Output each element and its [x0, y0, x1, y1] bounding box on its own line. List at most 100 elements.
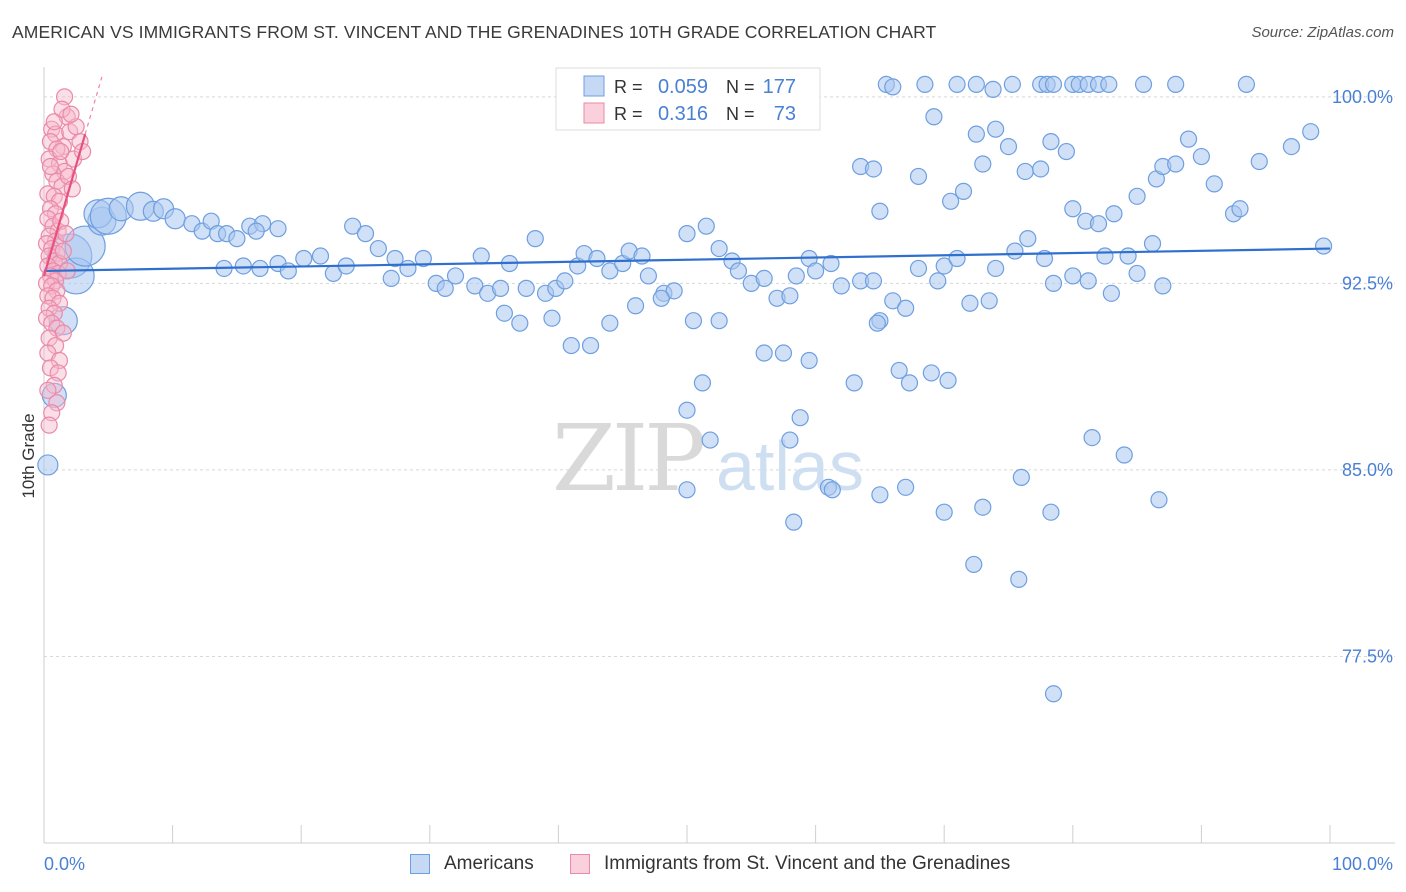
- american-point: [900, 374, 919, 392]
- legend-item-americans[interactable]: Americans: [410, 853, 534, 875]
- immigrant-point: [57, 225, 75, 243]
- american-point: [868, 314, 886, 332]
- american-point: [1010, 570, 1028, 588]
- american-point: [1192, 147, 1211, 166]
- american-point: [639, 267, 658, 285]
- y-tick-label: 85.0%: [1342, 460, 1393, 480]
- american-point: [652, 289, 670, 307]
- american-point: [864, 272, 883, 290]
- american-point: [588, 249, 606, 268]
- american-point: [909, 167, 928, 186]
- american-point: [823, 481, 841, 499]
- american-point: [1042, 503, 1060, 521]
- american-point: [1057, 142, 1075, 161]
- american-point: [269, 220, 287, 238]
- american-point: [1205, 175, 1223, 193]
- american-point: [987, 259, 1005, 278]
- american-point: [774, 344, 793, 362]
- american-point: [356, 225, 375, 243]
- american-point: [864, 160, 883, 178]
- immigrant-point: [52, 142, 70, 161]
- american-point: [386, 249, 404, 268]
- chart-title: AMERICAN VS IMMIGRANTS FROM ST. VINCENT …: [12, 22, 937, 42]
- legend-swatch-immigrants: [570, 854, 590, 874]
- american-point: [974, 155, 992, 173]
- american-point: [897, 478, 915, 496]
- american-point: [939, 371, 957, 389]
- american-point: [678, 481, 696, 499]
- american-point: [279, 262, 297, 280]
- stats-n-label: N =: [726, 104, 755, 124]
- american-point: [948, 249, 966, 268]
- american-point: [755, 269, 773, 288]
- x-tick-label: 100.0%: [1332, 854, 1393, 874]
- stats-swatch: [583, 75, 605, 97]
- american-point: [822, 254, 840, 273]
- american-point: [1231, 200, 1249, 218]
- legend-label-immigrants: Immigrants from St. Vincent and the Gren…: [604, 853, 1011, 874]
- american-point: [884, 292, 902, 310]
- american-point: [1003, 75, 1021, 94]
- american-point: [526, 230, 544, 248]
- immigrant-point: [41, 200, 60, 218]
- american-point: [64, 225, 106, 267]
- american-point: [781, 287, 799, 305]
- american-point: [234, 257, 252, 275]
- american-point: [472, 247, 490, 265]
- american-point: [871, 486, 889, 504]
- american-point: [1282, 137, 1301, 156]
- american-point: [311, 247, 330, 265]
- american-point: [984, 80, 1002, 98]
- y-tick-label: 100.0%: [1332, 87, 1393, 107]
- american-point: [1100, 75, 1118, 94]
- american-point: [922, 364, 940, 382]
- american-point: [251, 259, 269, 278]
- american-point: [369, 239, 387, 258]
- y-tick-label: 77.5%: [1342, 646, 1393, 666]
- immigrant-point: [40, 416, 58, 434]
- american-trend-line: [43, 247, 1331, 273]
- american-point: [665, 282, 683, 300]
- american-point: [295, 249, 313, 268]
- american-point: [1179, 130, 1198, 148]
- x-tick-label: 0.0%: [44, 854, 85, 874]
- american-point: [1083, 428, 1101, 447]
- american-point: [511, 314, 529, 332]
- immigrant-point: [62, 105, 80, 123]
- american-point: [1154, 277, 1172, 295]
- american-point: [581, 336, 600, 355]
- american-point: [806, 262, 825, 280]
- american-point: [1150, 491, 1168, 509]
- american-point: [399, 259, 417, 278]
- stats-n-value: 177: [763, 76, 796, 98]
- american-point: [491, 279, 510, 297]
- american-point: [626, 297, 645, 315]
- american-point: [48, 306, 78, 336]
- american-point: [916, 75, 934, 94]
- immigrant-point: [50, 294, 69, 312]
- american-point: [601, 262, 619, 280]
- immigrant-point: [48, 394, 66, 412]
- immigrant-point: [43, 277, 61, 295]
- immigrant-point: [41, 157, 60, 176]
- american-point: [787, 267, 805, 285]
- american-point: [729, 262, 748, 280]
- american-point: [436, 279, 454, 297]
- american-point: [961, 294, 979, 312]
- legend-label-americans: Americans: [444, 853, 534, 874]
- immigrant-point: [40, 299, 58, 317]
- american-point: [446, 267, 465, 285]
- american-point: [1115, 446, 1133, 464]
- american-point: [697, 217, 715, 235]
- american-point: [164, 208, 186, 230]
- american-point: [1237, 75, 1256, 94]
- american-point: [1006, 242, 1024, 260]
- legend-item-immigrants[interactable]: Immigrants from St. Vincent and the Gren…: [570, 853, 1010, 875]
- american-point: [701, 431, 719, 449]
- american-point: [1044, 75, 1063, 94]
- american-point: [845, 374, 863, 392]
- american-point: [344, 217, 362, 235]
- american-point: [543, 309, 561, 327]
- american-point: [1134, 75, 1153, 94]
- american-point: [678, 401, 696, 419]
